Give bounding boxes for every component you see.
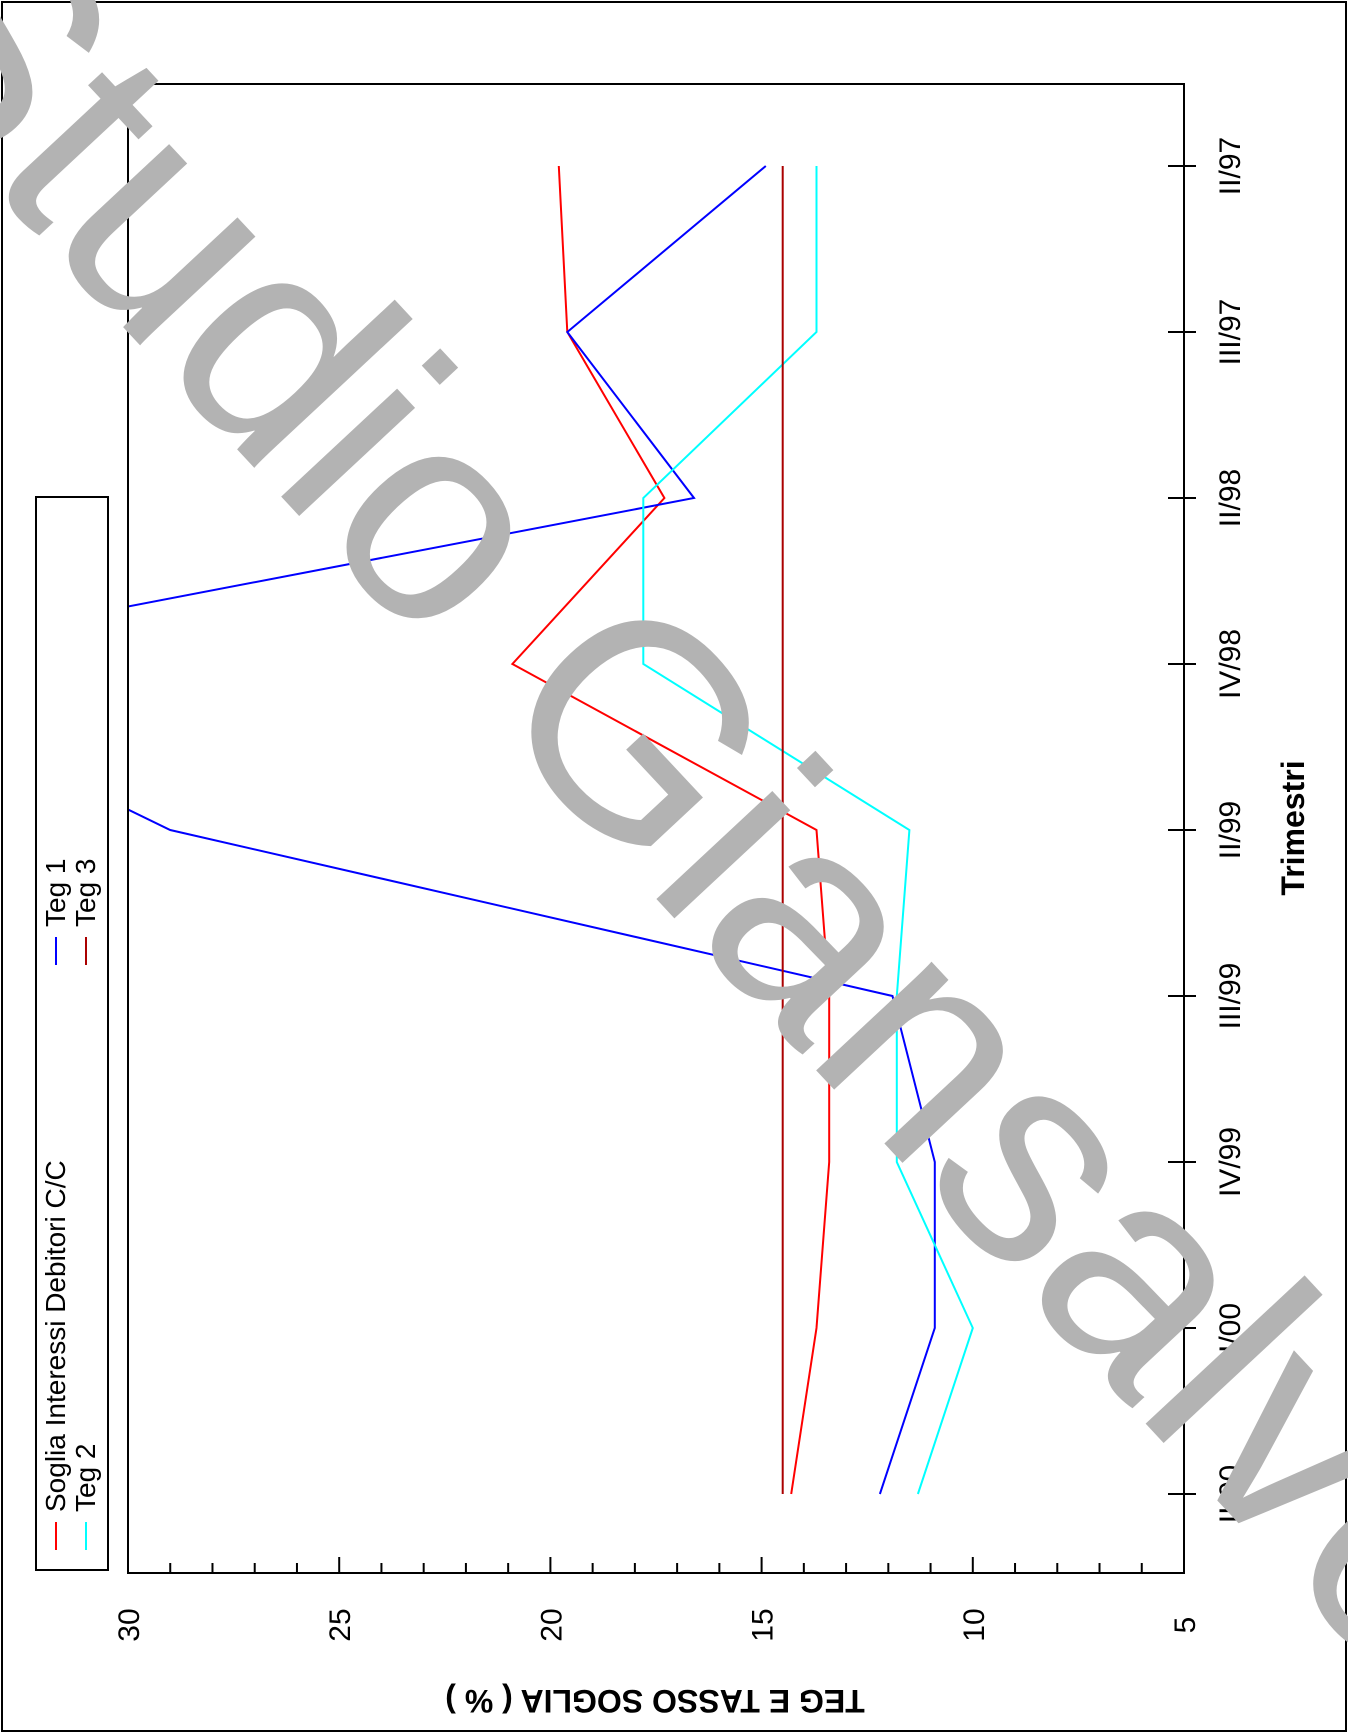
- x-tick-label: II/98: [1214, 469, 1247, 527]
- ticks-layer: [127, 165, 1196, 1573]
- series-line-2: [128, 165, 936, 1495]
- y-tick-label: 10: [958, 1608, 991, 1641]
- x-tick-label: I/00: [1214, 1303, 1247, 1353]
- x-tick-label: II/99: [1214, 801, 1247, 859]
- y-tick-label: 15: [747, 1608, 780, 1641]
- y-tick-label: 20: [535, 1608, 568, 1641]
- x-tick-label: II/00: [1214, 1465, 1247, 1523]
- series-layer: [128, 165, 974, 1495]
- series-line-1: [510, 165, 831, 1495]
- legend-label-2: Teg 1: [40, 859, 71, 928]
- labels-layer: 5 10 15 20 25 30 II/97 III/97 II/98 IV/98 II/99 III…: [113, 137, 1247, 1642]
- y-tick-label: 30: [113, 1608, 146, 1641]
- x-tick-label: III/97: [1214, 299, 1247, 366]
- x-tick-label: II/97: [1214, 137, 1247, 195]
- y-axis-title: TEG E TASSO SOGLIA ( % ): [445, 1683, 865, 1719]
- y-tick-label: 5: [1169, 1617, 1202, 1634]
- y-tick-label: 25: [324, 1608, 357, 1641]
- series-line-3: [642, 166, 974, 1495]
- x-tick-label: IV/99: [1214, 1127, 1247, 1197]
- legend-label-4: Teg 3: [70, 859, 101, 928]
- legend-label-3: Teg 2: [70, 1444, 101, 1513]
- x-tick-label: III/99: [1214, 963, 1247, 1030]
- x-axis-title: Trimestri: [1275, 760, 1311, 895]
- legend: Soglia Interessi Debitori C/C Teg 1 Teg 2 T…: [35, 496, 109, 1571]
- x-tick-label: IV/98: [1214, 629, 1247, 699]
- legend-box: [35, 496, 109, 1571]
- legend-label-1: Soglia Interessi Debitori C/C: [40, 1160, 71, 1512]
- plot-area: [127, 83, 1185, 1574]
